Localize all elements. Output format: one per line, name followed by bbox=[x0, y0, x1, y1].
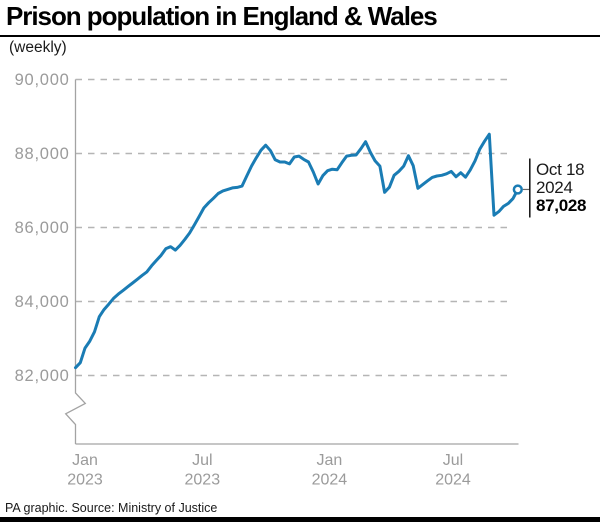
callout-date-line2: 2024 bbox=[536, 177, 573, 197]
title-rule bbox=[0, 35, 600, 37]
chart-subtitle: (weekly) bbox=[9, 39, 67, 56]
y-axis-line-with-break bbox=[64, 79, 87, 444]
prison-population-line bbox=[74, 132, 520, 370]
y-tick-82,000: 82,000 bbox=[15, 367, 70, 385]
x-tick-month-Jan-2024: Jan bbox=[317, 452, 343, 469]
callout-date-line1: Oct 18 bbox=[536, 159, 585, 179]
y-tick-90,000: 90,000 bbox=[15, 71, 70, 89]
x-axis-tick-labels: Jan 2023 Jul 2023 Jan 2024 Jul 2024 bbox=[67, 452, 471, 489]
source-credit: PA graphic. Source: Ministry of Justice bbox=[5, 501, 218, 515]
page-title: Prison population in England & Wales bbox=[6, 1, 438, 31]
x-tick-year-Jul-2023: 2023 bbox=[185, 472, 221, 489]
latest-value-callout: Oct 18 2024 87,028 bbox=[536, 159, 587, 216]
x-tick-month-Jan-2023: Jan bbox=[72, 452, 98, 469]
x-tick-year-Jan-2023: 2023 bbox=[67, 472, 103, 489]
x-tick-year-Jul-2024: 2024 bbox=[435, 472, 471, 489]
callout-value: 87,028 bbox=[536, 196, 587, 216]
y-tick-88,000: 88,000 bbox=[15, 145, 70, 163]
footer-bar bbox=[0, 517, 600, 522]
y-tick-86,000: 86,000 bbox=[15, 219, 70, 237]
gridlines bbox=[75, 78, 513, 377]
x-tick-month-Jul-2023: Jul bbox=[192, 452, 212, 469]
x-tick-month-Jul-2024: Jul bbox=[443, 452, 463, 469]
x-tick-year-Jan-2024: 2024 bbox=[312, 472, 348, 489]
y-axis-tick-labels: 90,000 88,000 86,000 84,000 82,000 bbox=[15, 71, 70, 385]
latest-value-marker bbox=[512, 184, 523, 195]
y-tick-84,000: 84,000 bbox=[15, 293, 70, 311]
